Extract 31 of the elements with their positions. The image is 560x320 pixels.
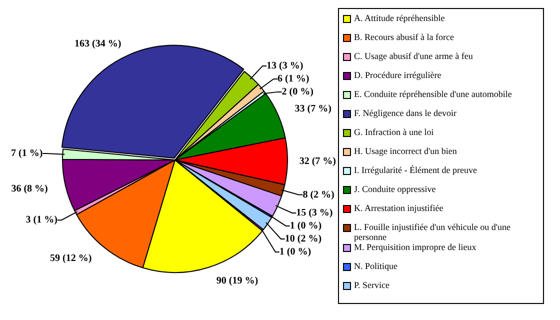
legend-label: F. Négligence dans le devoir xyxy=(354,108,456,118)
data-label: 15 (3 %) xyxy=(296,208,333,219)
data-label: 8 (2 %) xyxy=(302,189,334,200)
legend-label: D. Procédure irrégulière xyxy=(354,70,442,80)
data-label: 13 (3 %) xyxy=(266,60,304,72)
data-label: 3 (1 %) xyxy=(26,214,58,226)
data-label: 59 (12 %) xyxy=(50,253,92,264)
data-label: 7 (1 %) xyxy=(11,148,43,160)
data-label: 90 (19 %) xyxy=(216,275,258,286)
data-label: 32 (7 %) xyxy=(299,156,336,168)
legend-label: C. Usage abusif d'une arme à feu xyxy=(354,51,473,61)
legend-label: P. Service xyxy=(354,280,390,290)
legend-label: L. Fouille injustifiée d'un véhicule ou d'une personne xyxy=(354,222,512,242)
legend-label: M. Perquisition impropre de lieux xyxy=(354,242,476,252)
data-label: 1 (0 %) xyxy=(290,220,322,232)
legend-label: N. Politique xyxy=(354,261,398,271)
data-label: 36 (8 %) xyxy=(11,184,48,195)
data-label: 6 (1 %) xyxy=(278,74,310,85)
legend-label: I. Irrégularité - Élément de preuve xyxy=(354,165,477,175)
legend-label: K. Arrestation injustifiée xyxy=(354,203,444,213)
data-label: 33 (7 %) xyxy=(294,104,332,115)
legend-label: H. Usage incorrect d'un bien xyxy=(354,146,457,156)
data-label: 2 (0 %) xyxy=(282,86,314,98)
data-label: 163 (34 %) xyxy=(74,38,122,50)
data-label: 10 (2 %) xyxy=(284,234,322,245)
legend-label: A. Attitude répréhensible xyxy=(354,13,445,23)
data-label: 1 (0 %) xyxy=(279,246,312,258)
legend-label: G. Infraction à une loi xyxy=(354,127,434,137)
legend-label: B. Recours abusif à la force xyxy=(354,32,454,42)
legend-label: E. Conduite répréhensible d'une automobile xyxy=(354,89,512,99)
legend-label: J. Conduite oppressive xyxy=(354,184,436,194)
